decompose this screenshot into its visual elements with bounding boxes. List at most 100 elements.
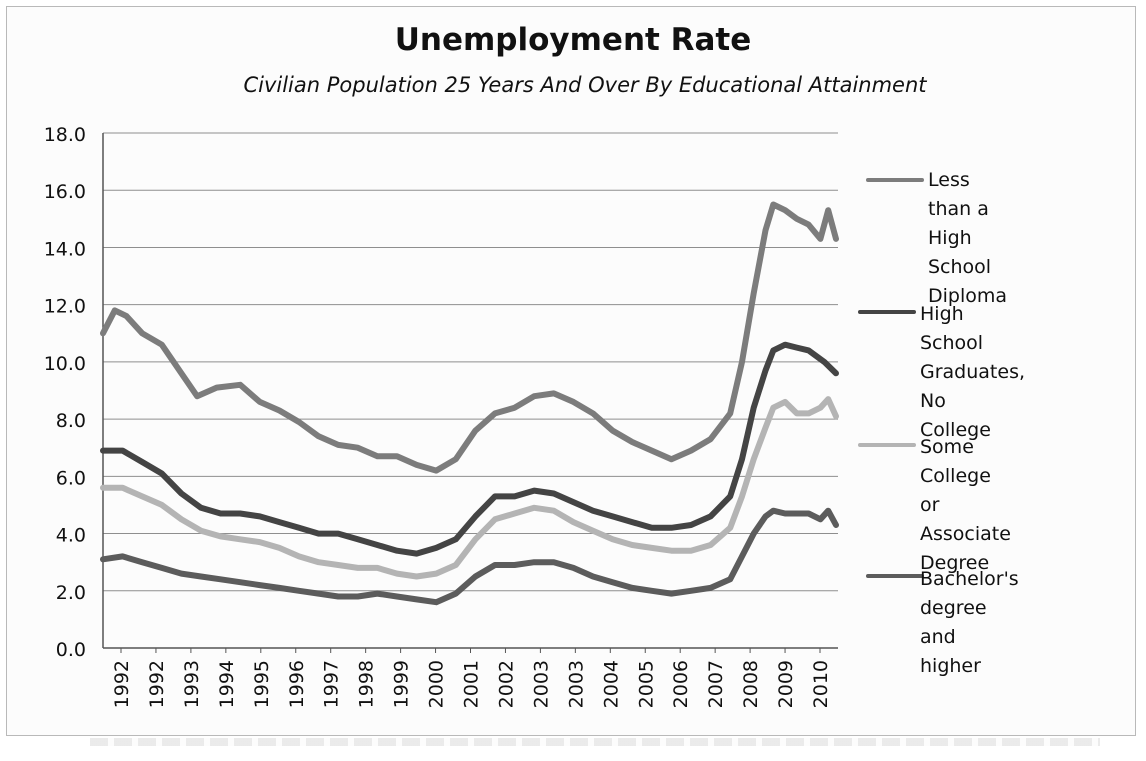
data-point <box>708 585 714 591</box>
chart-title: Unemployment Rate <box>394 22 752 58</box>
data-point <box>414 462 420 468</box>
data-point <box>218 533 224 540</box>
data-point <box>237 510 243 517</box>
legend-label: High School Graduates, No College <box>920 303 1026 441</box>
data-point <box>492 516 498 522</box>
data-point <box>590 573 596 580</box>
data-point <box>433 545 439 551</box>
series-line-some-college-or-associate-degree <box>100 396 839 580</box>
data-point <box>708 513 714 520</box>
data-point <box>394 548 400 554</box>
data-point <box>551 490 557 497</box>
data-point <box>794 216 800 222</box>
data-point <box>806 222 812 228</box>
x-tick-label: 1997 <box>321 660 343 708</box>
data-point <box>100 556 106 562</box>
data-point <box>825 508 831 514</box>
x-tick-label: 1992 <box>146 660 168 708</box>
data-point <box>472 428 478 434</box>
data-point <box>817 405 824 411</box>
data-point <box>316 591 322 597</box>
data-point <box>237 536 243 542</box>
x-tick-label: 2010 <box>810 660 832 708</box>
data-point <box>394 571 400 577</box>
series-lines <box>100 201 839 606</box>
data-point <box>770 508 776 514</box>
data-point <box>276 585 282 591</box>
data-point <box>806 410 812 416</box>
data-point <box>139 459 145 465</box>
data-point <box>492 562 498 568</box>
data-point <box>708 436 714 442</box>
data-point <box>472 536 478 542</box>
data-point <box>453 536 459 542</box>
data-point <box>335 562 341 568</box>
x-tick-label: 2000 <box>426 660 448 708</box>
data-point <box>833 236 839 242</box>
scan-artifact <box>90 738 1100 746</box>
data-point <box>296 525 302 531</box>
series-line-high-school-graduates-no-college <box>100 341 839 557</box>
y-axis-ticks: 0.0 2.0 4.0 6.0 8.0 10.0 12.0 14.0 16.0 18.0 <box>44 124 86 661</box>
data-point <box>453 562 459 568</box>
data-point <box>770 347 776 353</box>
data-point <box>833 522 839 528</box>
x-tick-label: 1993 <box>181 660 203 708</box>
data-point <box>668 525 675 531</box>
data-point <box>727 576 733 582</box>
data-point <box>782 342 788 348</box>
data-point <box>833 370 839 376</box>
data-point <box>762 227 769 233</box>
data-point <box>649 448 655 454</box>
data-point <box>112 307 118 313</box>
data-point <box>123 313 130 319</box>
data-point <box>492 410 498 416</box>
data-point <box>214 385 220 391</box>
data-point <box>629 585 635 591</box>
data-point <box>610 579 616 585</box>
legend-swatch <box>858 310 916 314</box>
y-tick-label: 8.0 <box>56 410 86 432</box>
data-point <box>511 493 518 499</box>
legend-swatch <box>866 574 924 578</box>
data-point <box>727 525 733 531</box>
data-point <box>159 565 165 571</box>
data-point <box>335 593 341 600</box>
data-point <box>194 393 200 399</box>
data-point <box>120 485 126 491</box>
data-point <box>570 519 577 525</box>
x-tick-label: 1995 <box>251 660 273 708</box>
data-point <box>708 542 714 548</box>
data-point <box>433 468 439 474</box>
data-point <box>355 565 361 571</box>
data-point <box>492 493 498 499</box>
data-point <box>139 330 145 336</box>
data-point <box>794 510 800 517</box>
chart-frame <box>6 6 1136 736</box>
data-point <box>472 513 478 520</box>
data-point <box>296 553 302 560</box>
legend-label: Less than a High School Diploma <box>928 169 1008 307</box>
data-point <box>198 573 204 580</box>
legend-label: Bachelor's degree and higher <box>920 568 1019 677</box>
y-tick-label: 6.0 <box>56 467 86 489</box>
x-tick-label: 2004 <box>600 660 622 708</box>
x-tick-label: 2008 <box>740 660 762 708</box>
data-point <box>100 485 106 491</box>
x-tick-label: 2007 <box>705 660 727 708</box>
y-tick-label: 2.0 <box>56 582 86 604</box>
data-point <box>316 531 322 537</box>
y-tick-label: 16.0 <box>44 181 86 203</box>
data-point <box>453 591 459 597</box>
data-point <box>590 410 596 416</box>
data-point <box>762 367 769 374</box>
x-tick-label: 2005 <box>635 660 657 708</box>
data-point <box>590 508 596 514</box>
data-point <box>806 347 812 353</box>
data-point <box>296 588 302 594</box>
x-tick-label: 2003 <box>565 660 587 708</box>
data-point <box>751 405 757 411</box>
data-point <box>688 588 694 594</box>
data-point <box>668 591 675 597</box>
data-point <box>668 548 675 554</box>
